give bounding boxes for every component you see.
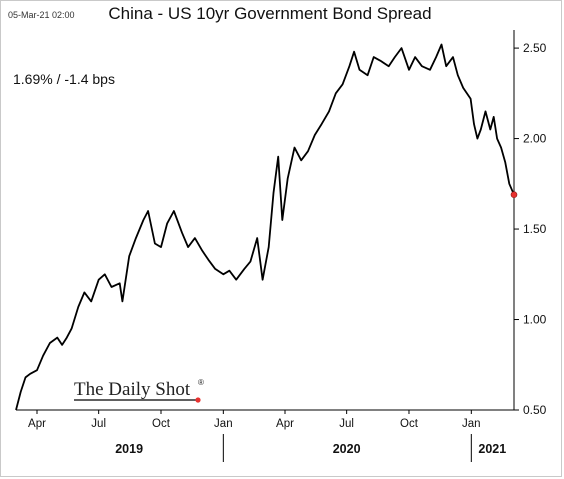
x-tick-label: Jan (214, 418, 233, 430)
brand-registered-mark: ® (198, 378, 204, 387)
y-tick-label: 2.50 (523, 41, 547, 55)
x-tick-label: Jul (91, 418, 106, 430)
daily-shot-logo: The Daily Shot ® (74, 378, 204, 403)
year-label: 2021 (478, 442, 506, 456)
brand-name: The Daily Shot (74, 379, 191, 400)
value-change-annotation: 1.69% / -1.4 bps (13, 71, 115, 87)
x-tick-label: Oct (400, 418, 419, 430)
y-tick-label: 1.00 (523, 313, 547, 327)
axes: 0.50 1.00 1.50 2.00 2.50 Apr Jul Oct Jan Apr Jul Oc… (16, 30, 547, 462)
year-label: 2020 (333, 442, 361, 456)
timestamp: 05-Mar-21 02:00 (8, 10, 75, 20)
x-tick-label: Apr (28, 418, 46, 430)
x-tick-label: Jan (462, 418, 481, 430)
x-tick-label: Apr (276, 418, 294, 430)
year-label: 2019 (115, 442, 143, 456)
y-tick-label: 0.50 (523, 403, 547, 417)
y-tick-label: 1.50 (523, 222, 547, 236)
x-tick-label: Oct (152, 418, 171, 430)
x-tick-label: Jul (339, 418, 354, 430)
brand-dot-icon (195, 397, 201, 403)
y-tick-label: 2.00 (523, 132, 547, 146)
series-line (15, 43, 515, 411)
last-value-marker (510, 191, 518, 198)
chart-title: China - US 10yr Government Bond Spread (108, 4, 431, 23)
plot-area (15, 43, 518, 411)
